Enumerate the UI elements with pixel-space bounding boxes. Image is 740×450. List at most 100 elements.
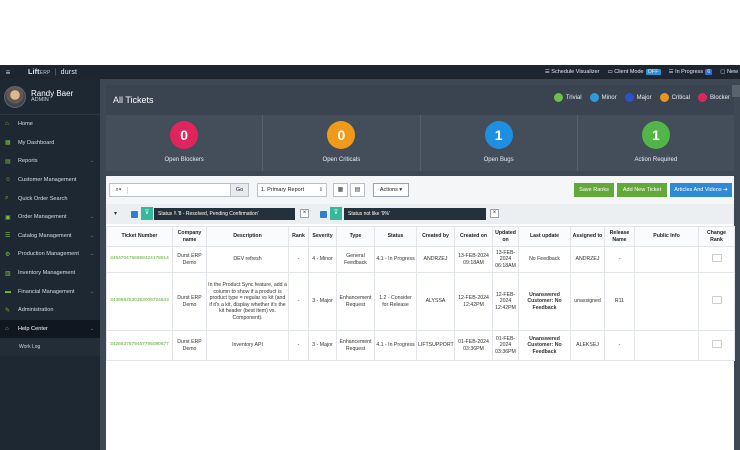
new-link[interactable]: ▢ New (720, 69, 738, 75)
sidebar-item-home[interactable]: ⌂ Home (0, 115, 100, 134)
filter-1-checkbox[interactable] (131, 211, 138, 218)
cell-change-rank (698, 272, 735, 331)
new-label: New (726, 69, 738, 75)
sidebar-item-catalog-management[interactable]: ☰ Catalog Management ⌄ (0, 227, 100, 246)
column-header[interactable]: Type (336, 226, 375, 247)
go-button[interactable]: Go (230, 184, 248, 196)
change-rank-checkbox[interactable] (711, 340, 722, 349)
filter-1-remove-icon[interactable]: × (300, 209, 309, 218)
sidebar-item-label: Financial Management (18, 288, 75, 295)
stat-action-required[interactable]: 1 Action Required (578, 115, 734, 171)
column-header[interactable]: Change Rank (698, 226, 735, 247)
filter-1-text[interactable]: Status !\ '8 - Resolved, Pending Confirm… (154, 208, 295, 220)
chevron-down-icon: ⌄ (89, 288, 94, 295)
sidebar-item-label: Home (18, 121, 33, 128)
sidebar-item-reports[interactable]: ▤ Reports ⌄ (0, 152, 100, 171)
actions-button[interactable]: Actions ▾ (373, 183, 409, 197)
report-view-icon[interactable]: ▤ (350, 183, 365, 197)
report-select[interactable]: 1. Primary Report ⇕ (257, 183, 327, 197)
schedule-visualizer-label: Schedule Visualizer (551, 69, 600, 75)
column-header[interactable]: Ticket Number (106, 226, 173, 247)
column-header[interactable]: Release Name (604, 226, 635, 247)
sidebar-item-inventory-management[interactable]: ▥ Inventory Management (0, 264, 100, 283)
cell-ticket[interactable]: 3426637579457795080677 (106, 330, 173, 361)
save-ranks-button[interactable]: Save Ranks (574, 183, 614, 197)
cell-change-rank (698, 330, 735, 361)
cell-created-by: ALYSSA (416, 272, 455, 331)
severity-dot-icon (624, 93, 634, 102)
column-header[interactable]: Last update (518, 226, 571, 247)
schedule-visualizer-link[interactable]: ☰ Schedule Visualizer (544, 69, 600, 75)
legend-label: Minor (601, 95, 617, 102)
cell-rank: - (288, 272, 309, 331)
search-input[interactable] (128, 184, 228, 196)
cell-last-update: Unanswered Customer: No Feedback (518, 330, 571, 361)
sidebar-item-quick-order-search[interactable]: ⌕ Quick Order Search (0, 189, 100, 208)
search-icon[interactable]: ⌕▾ (110, 186, 128, 194)
table-row[interactable]: 3454704756658424178814 Durst ERP Demo DEV … (106, 246, 735, 273)
admin-icon: ✎ (5, 307, 11, 314)
table-row[interactable]: 3435892530353006724843 Durst ERP Demo In t… (106, 272, 735, 331)
cell-company: Durst ERP Demo (172, 246, 207, 273)
user-profile[interactable]: Randy Baer ADMIN (0, 79, 100, 115)
column-header[interactable]: Public Info (634, 226, 699, 247)
cell-ticket[interactable]: 3454704756658424178814 (106, 246, 173, 273)
sidebar-item-help-center[interactable]: ⌂ Help Center ⌄ (0, 319, 100, 339)
home-icon: ⌂ (5, 121, 9, 128)
sidebar: Randy Baer ADMIN ⌂ Home ▦ My Dashboard ▤ Repo… (0, 79, 100, 450)
collapse-icon[interactable]: ▾ (114, 211, 118, 217)
in-progress-link[interactable]: ☰ In Progress 6 (668, 69, 713, 75)
add-ticket-button[interactable]: Add New Ticket (617, 183, 667, 197)
menu-icon[interactable]: ≡ (5, 67, 11, 77)
column-header[interactable]: Description (206, 226, 289, 247)
cell-created-by: LIFTSUPPORT (416, 330, 455, 361)
sidebar-item-order-management[interactable]: ▣ Order Management ⌄ (0, 208, 100, 227)
table-row[interactable]: 3426637579457795080677 Durst ERP Demo Inve… (106, 330, 735, 361)
stat-open-bugs[interactable]: 1 Open Bugs (421, 115, 578, 171)
toolbar: ⌕▾ Go 1. Primary Report ⇕ ▦ ▤ Actions ▾ S… (106, 176, 734, 204)
grid-view-icon[interactable]: ▦ (333, 183, 348, 197)
sidebar-item-my-dashboard[interactable]: ▦ My Dashboard (0, 134, 100, 153)
cell-company: Durst ERP Demo (172, 272, 207, 331)
cell-updated-on: 01-FEB-2024 03:36PM (492, 330, 519, 361)
change-rank-checkbox[interactable] (711, 296, 722, 305)
column-header[interactable]: Created by (416, 226, 455, 247)
stat-open-blockers[interactable]: 0 Open Blockers (106, 115, 264, 171)
client-mode-label: Client Mode (614, 69, 644, 75)
stat-label: Open Blockers (164, 157, 204, 163)
filter-2-text[interactable]: Status not like '9%' (344, 208, 486, 220)
column-header[interactable]: Updated on (492, 226, 519, 247)
sidebar-item-customer-management[interactable]: ☺ Customer Management (0, 171, 100, 190)
stat-open-criticals[interactable]: 0 Open Criticals (263, 115, 421, 171)
legend-label: Trivial (565, 95, 582, 102)
column-header[interactable]: Company name (172, 226, 207, 247)
client-mode-toggle[interactable]: ▭ Client Mode OFF (607, 69, 661, 75)
brand-durst: durst (60, 68, 78, 76)
column-header[interactable]: Rank (288, 226, 309, 247)
articles-videos-button[interactable]: Articles And Videos ➔ (670, 183, 732, 197)
cell-company: Durst ERP Demo (172, 330, 207, 361)
column-header[interactable]: Created on (454, 226, 493, 247)
filter-2-checkbox[interactable] (320, 211, 327, 218)
column-header[interactable]: Severity (308, 226, 337, 247)
sidebar-item-financial-management[interactable]: ▬ Financial Management ⌄ (0, 282, 100, 301)
legend-label: Blocker (709, 95, 730, 102)
filter-2-remove-icon[interactable]: × (490, 209, 499, 218)
cell-created-on: 13-FEB-2024 09:18AM (454, 246, 493, 273)
filter-icon: ⊽ (141, 207, 153, 220)
column-header[interactable]: Assigned to (570, 226, 605, 247)
change-rank-checkbox[interactable] (711, 254, 722, 263)
sidebar-subitem-work-log[interactable]: Work Log (0, 338, 100, 357)
column-header[interactable]: Status (374, 226, 417, 247)
cell-status: 1.2 - Consider for Release (374, 272, 417, 331)
app-logo[interactable]: LiftERP | durst (28, 69, 77, 76)
scroll-handle[interactable] (732, 85, 740, 97)
actions-label: Actions (379, 187, 398, 193)
sidebar-item-production-management[interactable]: ⚙ Production Management ⌄ (0, 245, 100, 264)
cell-public (634, 330, 699, 361)
cell-description: DEV refresh (206, 246, 289, 273)
cell-ticket[interactable]: 3435892530353006724843 (106, 272, 173, 331)
sidebar-item-administration[interactable]: ✎ Administration (0, 301, 100, 320)
sidebar-item-label: Inventory Management (18, 270, 76, 277)
customer-icon: ☺ (5, 177, 12, 184)
